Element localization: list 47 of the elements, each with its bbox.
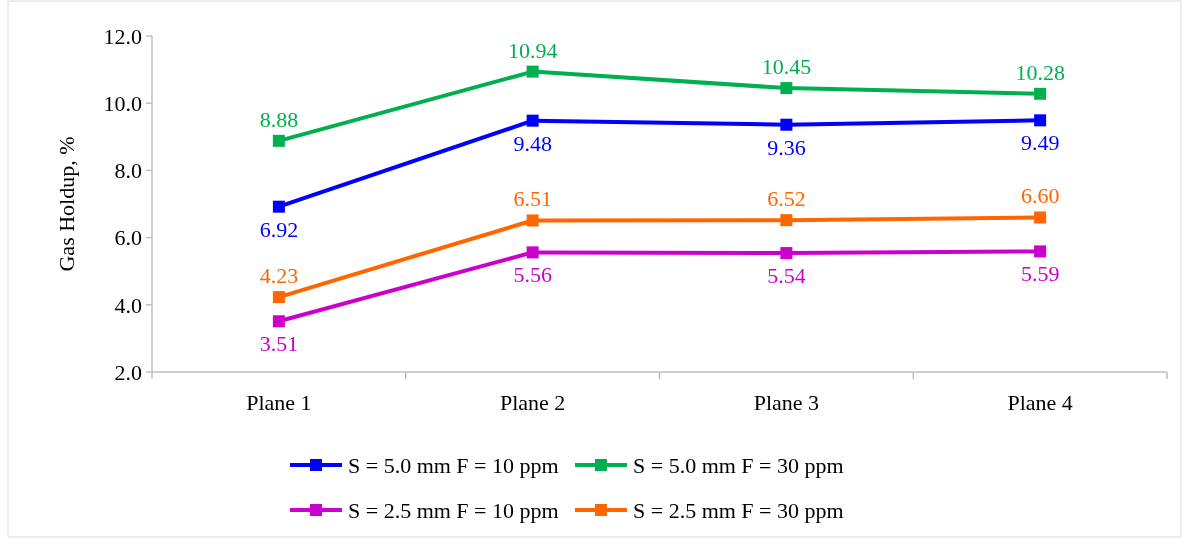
point (1034, 211, 1047, 224)
x-tick-label: Plane 2 (499, 390, 566, 415)
point (272, 315, 285, 328)
y-tick-label: 10.0 (103, 90, 142, 116)
point (526, 65, 539, 78)
y-axis-title: Gas Holdup, % (54, 136, 79, 272)
legend-label: S = 5.0 mm F = 30 ppm (633, 453, 844, 478)
point (272, 200, 285, 213)
legend-label: S = 5.0 mm F = 10 ppm (348, 453, 559, 478)
data-label: 9.49 (1020, 130, 1060, 156)
point (780, 118, 793, 131)
point (780, 247, 793, 260)
point (780, 82, 793, 95)
data-label: 5.56 (513, 262, 552, 288)
data-label: 10.28 (1015, 59, 1065, 85)
point (1034, 114, 1047, 127)
point (526, 246, 539, 259)
data-label: 3.51 (259, 331, 299, 357)
data-label: 9.36 (767, 134, 806, 160)
data-label: 10.45 (761, 54, 812, 80)
y-tick-label: 6.0 (114, 225, 142, 251)
y-tick-label: 4.0 (114, 292, 142, 318)
point (526, 114, 539, 127)
point (1034, 245, 1047, 258)
data-label: 6.51 (513, 186, 552, 212)
point (526, 214, 539, 227)
data-label: 6.60 (1020, 183, 1060, 209)
point (272, 291, 285, 304)
y-tick-label: 12.0 (103, 23, 142, 49)
y-tick-label: 2.0 (114, 359, 142, 385)
data-label: 9.48 (513, 130, 552, 156)
legend-label: S = 2.5 mm F = 10 ppm (348, 498, 559, 523)
data-label: 6.92 (259, 216, 299, 242)
x-tick-label: Plane 4 (1007, 390, 1073, 415)
data-label: 6.52 (767, 186, 806, 212)
point (780, 214, 793, 227)
legend-label: S = 2.5 mm F = 30 ppm (633, 498, 844, 523)
data-label: 8.88 (259, 106, 299, 132)
y-tick-label: 8.0 (114, 158, 142, 184)
data-label: 5.54 (767, 263, 806, 289)
point (1034, 87, 1047, 100)
data-label: 4.23 (259, 263, 299, 289)
point (272, 134, 285, 147)
x-tick-label: Plane 1 (246, 390, 312, 415)
data-label: 10.94 (507, 37, 558, 63)
data-label: 5.59 (1020, 261, 1060, 287)
x-tick-label: Plane 3 (753, 390, 820, 415)
